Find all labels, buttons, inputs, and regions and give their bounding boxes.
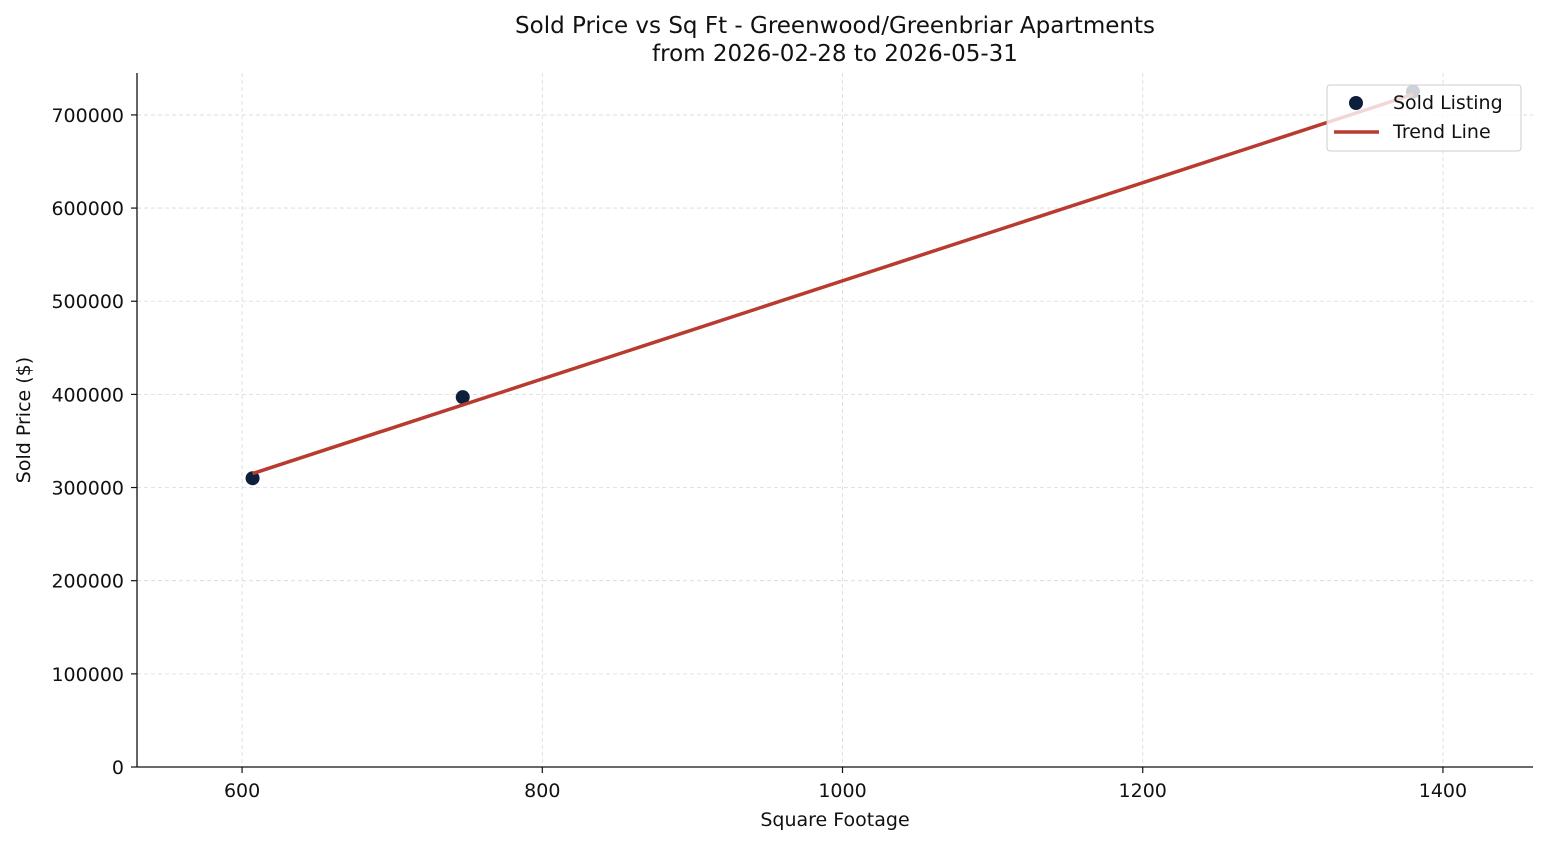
legend: Sold Listing Trend Line (1326, 84, 1522, 152)
y-tick-label: 200000 (51, 571, 124, 593)
y-tick-label: 700000 (51, 105, 124, 127)
x-axis-label: Square Footage (760, 809, 909, 831)
legend-box (1326, 84, 1522, 152)
legend-marker-sold-listing (1349, 96, 1363, 110)
y-tick-label: 400000 (51, 384, 124, 406)
y-axis-label: Sold Price ($) (13, 357, 35, 483)
chart-title: Sold Price vs Sq Ft - Greenwood/Greenbri… (515, 13, 1155, 39)
y-tick-label: 600000 (51, 198, 124, 220)
x-tick-label: 1200 (1119, 780, 1167, 802)
axes-layer (136, 73, 1533, 768)
trend-line (252, 92, 1414, 476)
ticks-layer: 600 800 1000 1200 1400 0 100000 200000 300000 400… (51, 105, 1467, 802)
legend-label-trend-line: Trend Line (1392, 121, 1491, 143)
x-tick-label: 1400 (1419, 780, 1467, 802)
grid-layer (137, 73, 1533, 768)
x-tick-label: 600 (224, 780, 260, 802)
y-tick-label: 500000 (51, 291, 124, 313)
x-tick-label: 1000 (818, 780, 866, 802)
series-layer (245, 84, 1420, 486)
scatter-point (245, 471, 260, 486)
scatter-point (455, 390, 470, 405)
y-tick-label: 0 (112, 757, 124, 779)
legend-label-sold-listing: Sold Listing (1393, 92, 1503, 114)
chart-subtitle: from 2026-02-28 to 2026-05-31 (652, 41, 1018, 67)
y-tick-label: 100000 (51, 664, 124, 686)
y-tick-label: 300000 (51, 478, 124, 500)
x-tick-label: 800 (524, 780, 560, 802)
